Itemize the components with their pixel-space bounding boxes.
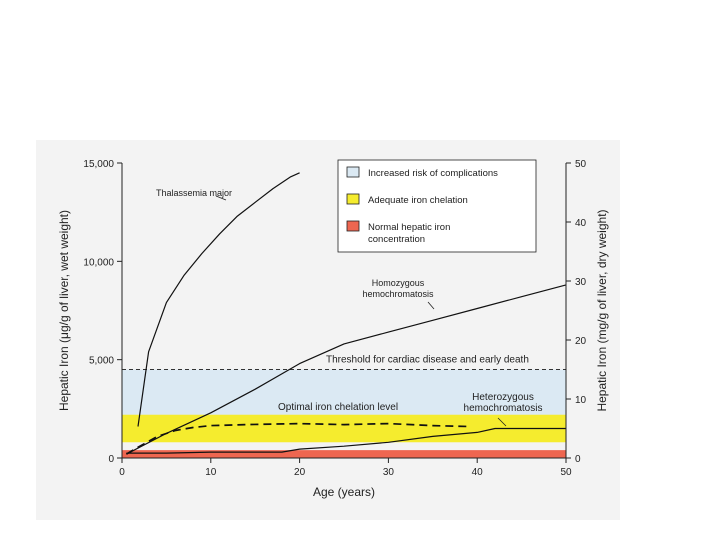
series-labels: Thalassemia majorHomozygoushemochromatos… <box>156 188 543 427</box>
y-right-tick-label: 0 <box>575 454 581 465</box>
risk-band <box>122 369 566 419</box>
y-left-tick-label: 10,000 <box>83 257 114 268</box>
y-left-tick-label: 15,000 <box>83 159 114 170</box>
legend-label: Increased risk of complications <box>368 168 498 179</box>
legend-swatch <box>346 220 360 232</box>
cardiac-threshold: Threshold for cardiac disease and early … <box>122 355 566 370</box>
homozygous-hemochromatosis-line <box>126 284 567 455</box>
x-axis-title: Age (years) <box>313 485 375 499</box>
legend-box <box>337 159 537 253</box>
x-tick-label: 50 <box>560 467 572 478</box>
legend-swatch <box>346 166 360 178</box>
x-tick-label: 10 <box>205 467 217 478</box>
legend-label: Normal hepatic iron <box>368 222 450 233</box>
homozygous-label-line: hemochromatosis <box>362 289 434 299</box>
legend: Increased risk of complications Adequate … <box>337 159 537 253</box>
y-right-tick-label: 30 <box>575 277 587 288</box>
figure-panel: Threshold for cardiac disease and early … <box>36 140 620 520</box>
threshold-label: Threshold for cardiac disease and early … <box>326 355 529 366</box>
axes: 0 10 20 30 40 5005,00010,00015,00001020304050… <box>57 159 609 499</box>
y-right-tick-label: 40 <box>575 218 587 229</box>
thalassemia-major-label: Thalassemia major <box>156 188 232 198</box>
x-tick-label: 30 <box>383 467 395 478</box>
heterozygous-label-line: hemochromatosis <box>464 403 543 414</box>
y-left-tick-label: 5,000 <box>89 356 114 367</box>
x-tick-label: 20 <box>294 467 306 478</box>
normal-iron-band <box>122 450 566 458</box>
heterozygous-leader <box>497 417 507 427</box>
legend-label: Adequate iron chelation <box>368 195 468 206</box>
x-tick-label: 0 <box>119 467 125 478</box>
optimal-chelation-label: Optimal iron chelation level <box>278 402 398 413</box>
thalassemia-leader <box>215 195 227 201</box>
y-right-tick-label: 20 <box>575 336 587 347</box>
y-right-tick-label: 50 <box>575 159 587 170</box>
x-tick-label: 40 <box>472 467 484 478</box>
legend-label: concentration <box>368 234 425 245</box>
homozygous-label-line: Homozygous <box>372 278 425 288</box>
optimal-chelation-line <box>125 422 469 455</box>
y-axis-left-title: Hepatic Iron (μg/g of liver, wet weight) <box>57 210 71 411</box>
heterozygous-hemochromatosis-line <box>126 427 566 454</box>
heterozygous-label-line: Heterozygous <box>472 392 534 403</box>
y-right-tick-label: 10 <box>575 395 587 406</box>
y-left-tick-label: 0 <box>108 454 114 465</box>
y-axis-right-title: Hepatic Iron (mg/g of liver, dry weight) <box>595 209 609 411</box>
thalassemia-major-line <box>137 172 300 427</box>
hepatic-iron-chart: Threshold for cardiac disease and early … <box>57 159 609 499</box>
series-lines <box>125 172 567 455</box>
legend-swatch <box>346 193 360 205</box>
homozygous-leader <box>427 301 435 310</box>
